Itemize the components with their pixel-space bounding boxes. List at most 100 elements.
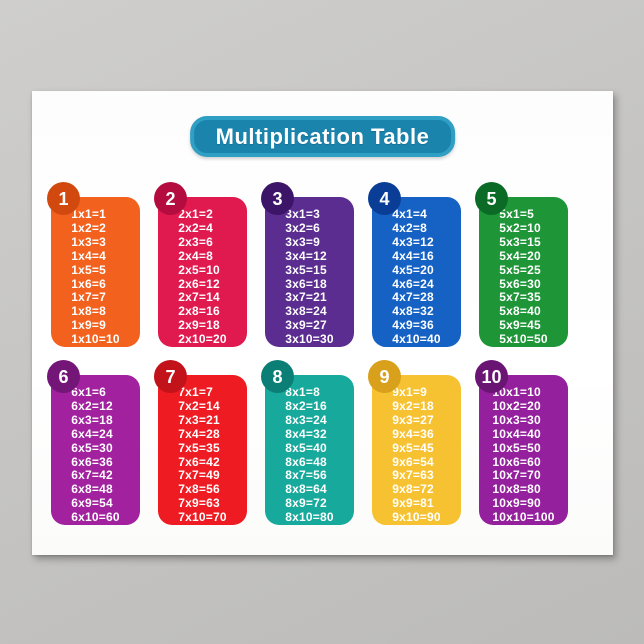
card-number-badge: 1 (47, 182, 80, 215)
fact-line: 5x6=30 (499, 276, 541, 291)
multiplication-poster: Multiplication Table 1 1x1=1 1x2=2 1x3=3 1x… (32, 91, 613, 555)
card-number-badge: 5 (475, 182, 508, 215)
fact-line: 6x5=30 (71, 440, 113, 455)
fact-list: 4x1=4 4x2=8 4x3=12 4x4=16 4x5=20 4x6=24 4x7=28… (392, 207, 441, 347)
fact-line: 10x6=60 (492, 454, 541, 469)
fact-line: 2x9=18 (178, 318, 220, 333)
fact-line: 3x4=12 (285, 248, 327, 263)
fact-list: 1x1=1 1x2=2 1x3=3 1x4=4 1x5=5 1x6=6 1x7=7 1x8=8… (71, 207, 119, 347)
fact-line: 7x5=35 (178, 440, 220, 455)
fact-line: 8x7=56 (285, 468, 327, 483)
fact-line: 7x4=28 (178, 426, 220, 441)
multiplication-card: 7 7x1=7 7x2=14 7x3=21 7x4=28 7x5=35 7x6=42 7x7… (154, 360, 247, 525)
fact-line: 2x5=10 (178, 262, 220, 277)
fact-line: 4x2=8 (392, 220, 427, 235)
fact-line: 3x10=30 (285, 332, 334, 347)
fact-line: 2x10=20 (178, 332, 227, 347)
card-number-badge: 2 (154, 182, 187, 215)
fact-line: 7x9=63 (178, 496, 220, 511)
fact-line: 9x10=90 (392, 510, 441, 525)
fact-line: 7x7=49 (178, 468, 220, 483)
card-number-badge: 4 (368, 182, 401, 215)
fact-line: 8x8=64 (285, 482, 327, 497)
fact-line: 9x4=36 (392, 426, 434, 441)
fact-line: 1x5=5 (71, 262, 106, 277)
fact-line: 9x6=54 (392, 454, 434, 469)
fact-line: 3x7=21 (285, 290, 327, 305)
fact-line: 4x3=12 (392, 234, 434, 249)
fact-line: 1x1=1 (71, 207, 106, 221)
fact-line: 5x4=20 (499, 248, 541, 263)
fact-line: 7x2=14 (178, 398, 220, 413)
fact-line: 10x9=90 (492, 496, 541, 511)
fact-line: 1x9=9 (71, 318, 106, 333)
fact-line: 9x7=63 (392, 468, 434, 483)
fact-line: 9x8=72 (392, 482, 434, 497)
fact-line: 2x8=16 (178, 304, 220, 319)
fact-line: 4x6=24 (392, 276, 434, 291)
fact-line: 2x4=8 (178, 248, 213, 263)
fact-list: 6x1=6 6x2=12 6x3=18 6x4=24 6x5=30 6x6=36 6x7=4… (71, 385, 120, 525)
fact-line: 5x10=50 (499, 332, 548, 347)
fact-line: 1x7=7 (71, 290, 106, 305)
fact-line: 6x2=12 (71, 398, 113, 413)
fact-list: 8x1=8 8x2=16 8x3=24 8x4=32 8x5=40 8x6=48 8x7=5… (285, 385, 334, 525)
fact-line: 6x10=60 (71, 510, 120, 525)
fact-line: 4x8=32 (392, 304, 434, 319)
fact-line: 8x1=8 (285, 385, 320, 399)
fact-line: 8x6=48 (285, 454, 327, 469)
fact-line: 8x4=32 (285, 426, 327, 441)
fact-line: 1x3=3 (71, 234, 106, 249)
fact-line: 7x6=42 (178, 454, 220, 469)
fact-list: 7x1=7 7x2=14 7x3=21 7x4=28 7x5=35 7x6=42 7x7=4… (178, 385, 227, 525)
multiplication-card: 3 3x1=3 3x2=6 3x3=9 3x4=12 3x5=15 3x6=18 3x7=2… (261, 182, 354, 347)
fact-line: 3x8=24 (285, 304, 327, 319)
fact-line: 10x5=50 (492, 440, 541, 455)
fact-line: 3x1=3 (285, 207, 320, 221)
fact-line: 10x10=100 (492, 510, 555, 525)
card-number-badge: 8 (261, 360, 294, 393)
fact-line: 3x6=18 (285, 276, 327, 291)
fact-line: 10x4=40 (492, 426, 541, 441)
fact-line: 3x9=27 (285, 318, 327, 333)
fact-line: 6x1=6 (71, 385, 106, 399)
fact-list: 3x1=3 3x2=6 3x3=9 3x4=12 3x5=15 3x6=18 3x7=21 3… (285, 207, 334, 347)
fact-line: 9x5=45 (392, 440, 434, 455)
fact-line: 10x1=10 (492, 385, 541, 399)
card-number-badge: 9 (368, 360, 401, 393)
fact-line: 2x2=4 (178, 220, 213, 235)
fact-list: 10x1=10 10x2=20 10x3=30 10x4=40 10x5=50 10x6=… (492, 385, 555, 525)
fact-line: 6x3=18 (71, 412, 113, 427)
fact-line: 10x2=20 (492, 398, 541, 413)
fact-line: 2x6=12 (178, 276, 220, 291)
fact-line: 1x4=4 (71, 248, 106, 263)
fact-line: 8x3=24 (285, 412, 327, 427)
page-title: Multiplication Table (189, 116, 456, 157)
multiplication-card: 8 8x1=8 8x2=16 8x3=24 8x4=32 8x5=40 8x6=48 8x7… (261, 360, 354, 525)
fact-line: 2x1=2 (178, 207, 213, 221)
fact-line: 4x1=4 (392, 207, 427, 221)
fact-line: 8x9=72 (285, 496, 327, 511)
fact-line: 4x10=40 (392, 332, 441, 347)
fact-list: 2x1=2 2x2=4 2x3=6 2x4=8 2x5=10 2x6=12 2x7=14 2x… (178, 207, 227, 347)
fact-line: 8x10=80 (285, 510, 334, 525)
fact-list: 5x1=5 5x2=10 5x3=15 5x4=20 5x5=25 5x6=30 5x7=3… (499, 207, 548, 347)
fact-line: 5x1=5 (499, 207, 534, 221)
cards-row-bottom: 6 6x1=6 6x2=12 6x3=18 6x4=24 6x5=30 6x6=36 6x7… (47, 360, 568, 525)
fact-line: 1x2=2 (71, 220, 106, 235)
fact-line: 10x3=30 (492, 412, 541, 427)
fact-line: 7x10=70 (178, 510, 227, 525)
fact-line: 5x8=40 (499, 304, 541, 319)
multiplication-card: 4 4x1=4 4x2=8 4x3=12 4x4=16 4x5=20 4x6=24 4x7=… (368, 182, 461, 347)
fact-line: 5x3=15 (499, 234, 541, 249)
multiplication-card: 2 2x1=2 2x2=4 2x3=6 2x4=8 2x5=10 2x6=12 2x7=14… (154, 182, 247, 347)
fact-list: 9x1=9 9x2=18 9x3=27 9x4=36 9x5=45 9x6=54 9x7=6… (392, 385, 441, 525)
card-number-badge: 7 (154, 360, 187, 393)
fact-line: 1x6=6 (71, 276, 106, 291)
multiplication-card: 5 5x1=5 5x2=10 5x3=15 5x4=20 5x5=25 5x6=30 5x7… (475, 182, 568, 347)
fact-line: 4x9=36 (392, 318, 434, 333)
fact-line: 1x8=8 (71, 304, 106, 319)
fact-line: 9x2=18 (392, 398, 434, 413)
card-number-badge: 10 (475, 360, 508, 393)
